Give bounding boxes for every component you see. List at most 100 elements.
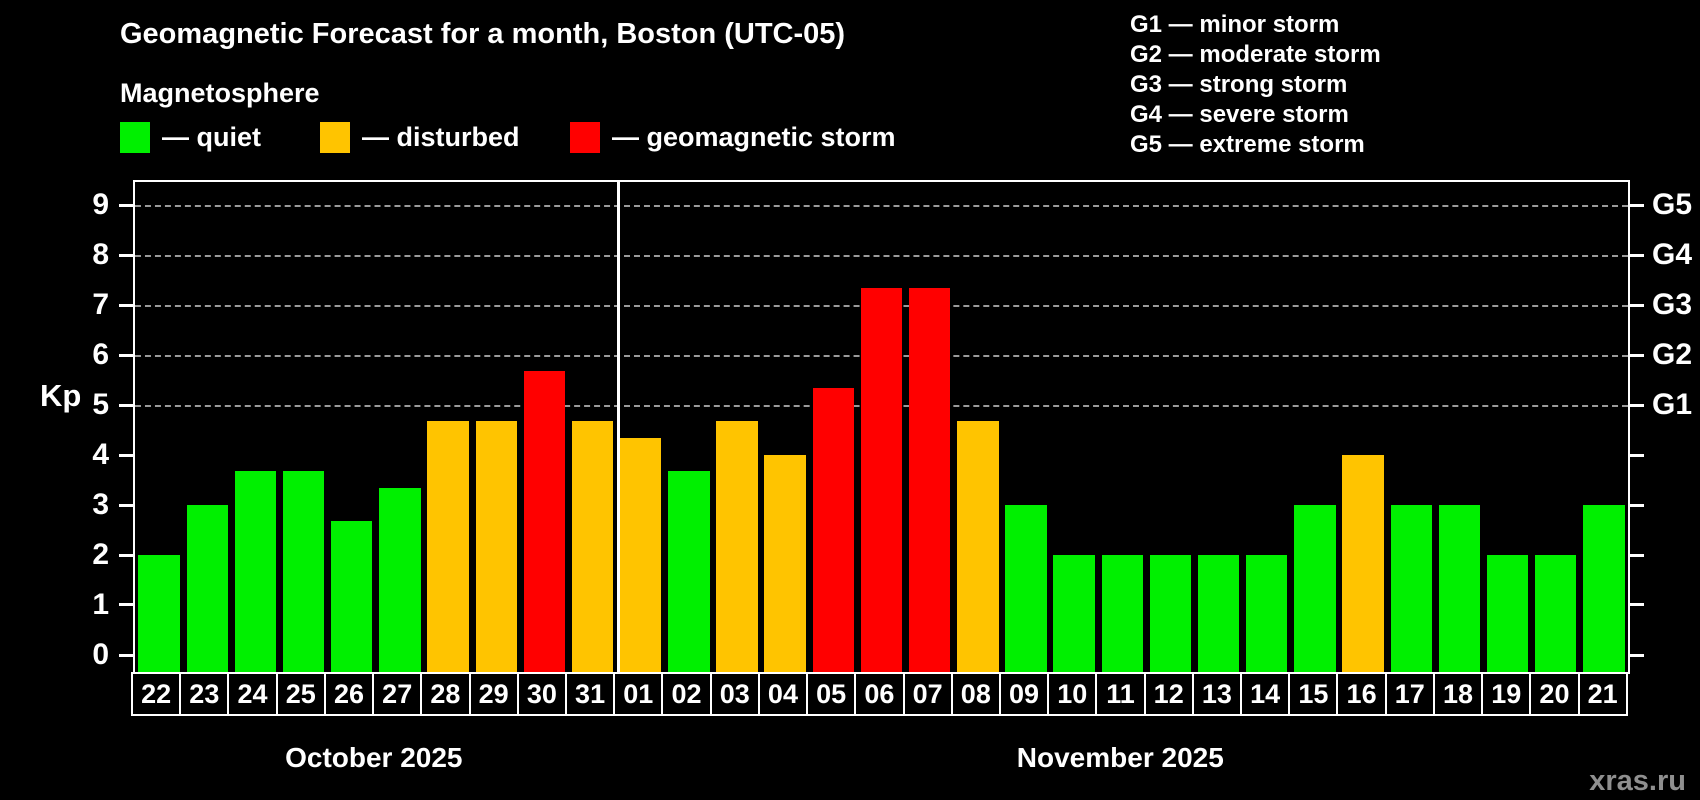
quiet-color-swatch — [120, 122, 150, 153]
day-label-16: 16 — [1336, 672, 1387, 716]
bar-day-30 — [523, 371, 566, 672]
bar-day-15 — [1294, 504, 1336, 672]
y-tick-left-3 — [119, 503, 133, 507]
g-scale-label-g4: G4 — [1652, 237, 1693, 271]
y-tick-label-4: 4 — [92, 437, 109, 471]
legend-item-quiet: — quiet — [120, 122, 261, 153]
y-tick-label-2: 2 — [92, 537, 109, 571]
storm-scale-g2: G2 — moderate storm — [1130, 41, 1381, 68]
legend-item-disturbed: — disturbed — [320, 122, 520, 153]
bar-day-21 — [1583, 504, 1625, 672]
day-label-07: 07 — [902, 672, 953, 716]
bar-day-06 — [860, 288, 903, 672]
day-label-03: 03 — [709, 672, 760, 716]
y-tick-label-9: 9 — [92, 187, 109, 221]
bar-day-20 — [1535, 554, 1577, 672]
storm-scale-g5: G5 — extreme storm — [1130, 131, 1365, 158]
day-label-26: 26 — [323, 672, 375, 716]
day-label-01: 01 — [613, 672, 664, 716]
bar-day-14 — [1246, 554, 1288, 672]
storm-scale-g3: G3 — strong storm — [1130, 71, 1348, 98]
day-label-22: 22 — [131, 672, 182, 716]
bar-day-29 — [475, 421, 517, 672]
day-label-28: 28 — [420, 672, 471, 716]
day-label-02: 02 — [661, 672, 712, 716]
day-label-29: 29 — [468, 672, 519, 716]
storm-scale-g1: G1 — minor storm — [1130, 11, 1340, 38]
bar-day-02 — [668, 471, 710, 672]
y-axis-title: Kp — [40, 378, 82, 413]
day-axis-row: 22 23 24 25 26 27 28 29 30 31 01 02 03 04 05 06 07 08 09 10… — [131, 672, 1628, 716]
day-label-18: 18 — [1432, 672, 1484, 716]
bar-day-17 — [1390, 504, 1432, 672]
g-scale-label-g2: G2 — [1652, 337, 1693, 371]
day-label-25: 25 — [275, 672, 326, 716]
day-label-19: 19 — [1481, 672, 1532, 716]
day-label-08: 08 — [950, 672, 1001, 716]
bar-day-18 — [1438, 504, 1481, 672]
y-tick-right-3 — [1630, 503, 1644, 507]
bar-day-12 — [1149, 554, 1192, 672]
day-label-20: 20 — [1529, 672, 1580, 716]
day-label-31: 31 — [564, 672, 616, 716]
day-label-17: 17 — [1384, 672, 1435, 716]
month-labels-row: October 2025 November 2025 — [133, 742, 1626, 778]
y-tick-left-9 — [119, 203, 133, 207]
day-label-27: 27 — [372, 672, 423, 716]
bar-day-01 — [619, 438, 662, 672]
day-label-10: 10 — [1047, 672, 1098, 716]
y-tick-label-7: 7 — [92, 287, 109, 321]
bar-day-19 — [1486, 554, 1529, 672]
g-scale-label-g3: G3 — [1652, 287, 1693, 321]
day-label-05: 05 — [806, 672, 857, 716]
y-tick-right-0 — [1630, 653, 1644, 657]
magnetosphere-subtitle: Magnetosphere — [120, 78, 320, 108]
y-tick-label-1: 1 — [92, 587, 109, 621]
gridline-kp-9 — [135, 204, 1628, 207]
y-tick-label-5: 5 — [92, 387, 109, 421]
bar-day-04 — [764, 454, 806, 672]
bar-day-27 — [379, 488, 421, 672]
bar-day-26 — [331, 521, 373, 672]
y-tick-label-3: 3 — [92, 487, 109, 521]
y-tick-right-6 — [1630, 353, 1644, 357]
y-tick-label-8: 8 — [92, 237, 109, 271]
bar-day-13 — [1197, 554, 1240, 672]
bar-day-31 — [571, 421, 614, 672]
day-label-12: 12 — [1143, 672, 1194, 716]
y-tick-right-2 — [1630, 553, 1644, 557]
y-tick-right-5 — [1630, 403, 1644, 407]
day-label-24: 24 — [227, 672, 278, 716]
y-tick-label-0: 0 — [92, 637, 109, 671]
page-title: Geomagnetic Forecast for a month, Boston… — [120, 18, 846, 50]
y-tick-right-9 — [1630, 203, 1644, 207]
day-label-14: 14 — [1240, 672, 1291, 716]
legend-label-quiet: — quiet — [162, 122, 261, 152]
y-tick-left-6 — [119, 353, 133, 357]
y-tick-right-7 — [1630, 303, 1644, 307]
bar-day-16 — [1342, 454, 1384, 672]
day-label-11: 11 — [1095, 672, 1146, 716]
y-tick-left-0 — [119, 653, 133, 657]
y-tick-right-4 — [1630, 453, 1644, 457]
bar-day-08 — [957, 421, 999, 672]
month-label-november: November 2025 — [1016, 742, 1224, 773]
y-tick-left-7 — [119, 303, 133, 307]
day-label-13: 13 — [1191, 672, 1243, 716]
y-tick-left-2 — [119, 553, 133, 557]
bar-day-10 — [1053, 554, 1095, 672]
day-label-30: 30 — [516, 672, 567, 716]
bar-day-25 — [282, 471, 325, 672]
day-label-09: 09 — [998, 672, 1050, 716]
storm-scale-g4: G4 — severe storm — [1130, 101, 1349, 128]
day-label-04: 04 — [757, 672, 809, 716]
legend-label-storm: — geomagnetic storm — [612, 122, 896, 152]
g-scale-label-g1: G1 — [1652, 387, 1693, 421]
bar-day-03 — [716, 421, 758, 672]
day-label-21: 21 — [1577, 672, 1628, 716]
day-label-23: 23 — [179, 672, 230, 716]
legend-item-storm: — geomagnetic storm — [570, 122, 896, 153]
bar-day-05 — [812, 388, 855, 672]
y-tick-label-6: 6 — [92, 337, 109, 371]
